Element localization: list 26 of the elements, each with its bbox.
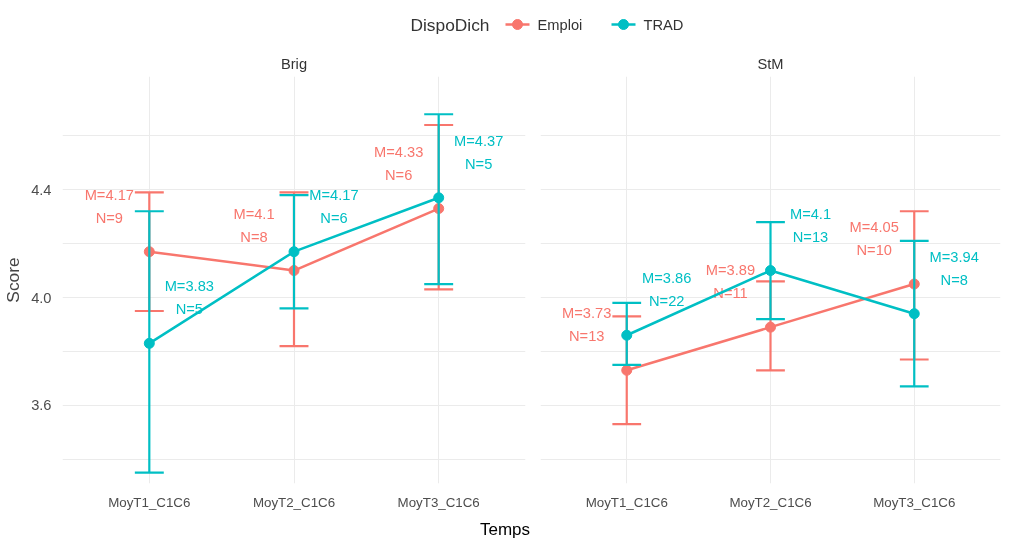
x-tick-label: MoyT3_C1C6 bbox=[873, 494, 956, 510]
y-tick-label: 4.4 bbox=[31, 181, 52, 198]
x-tick-label: MoyT3_C1C6 bbox=[397, 494, 480, 510]
data-label: M=4.1 N=13 bbox=[789, 205, 832, 245]
data-label: M=3.94 N=8 bbox=[929, 248, 979, 288]
data-label: M=3.86 N=22 bbox=[642, 270, 692, 310]
data-label: M=4.05 N=10 bbox=[849, 219, 899, 259]
data-label: M=4.17 N=6 bbox=[309, 186, 359, 226]
legend-label: Emploi bbox=[537, 16, 583, 33]
legend-title: DispoDich bbox=[410, 14, 490, 35]
data-label: M=3.73 N=13 bbox=[562, 305, 612, 345]
x-tick-label: MoyT2_C1C6 bbox=[729, 494, 812, 510]
x-axis-title: Temps bbox=[479, 519, 531, 541]
data-label: M=4.17 N=9 bbox=[84, 186, 134, 226]
x-tick-label: MoyT1_C1C6 bbox=[108, 494, 191, 510]
chart-title: StM bbox=[757, 55, 784, 72]
data-label: M=4.37 N=5 bbox=[454, 132, 504, 172]
chart-title: Brig bbox=[280, 55, 308, 72]
y-tick-label: 3.6 bbox=[31, 397, 52, 414]
legend-label: TRAD bbox=[643, 16, 684, 33]
y-axis-title: Score bbox=[3, 257, 24, 303]
x-tick-label: MoyT2_C1C6 bbox=[252, 494, 336, 510]
data-label: M=4.33 N=6 bbox=[374, 143, 424, 183]
y-tick-label: 4.0 bbox=[31, 289, 52, 306]
data-label: M=4.1 N=8 bbox=[233, 205, 275, 245]
x-tick-label: MoyT1_C1C6 bbox=[585, 494, 668, 510]
